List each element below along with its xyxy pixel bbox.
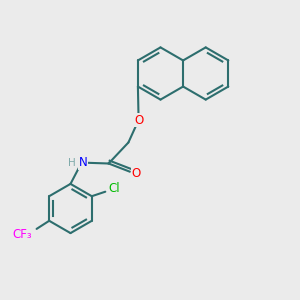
Text: Cl: Cl — [109, 182, 120, 195]
Text: O: O — [132, 167, 141, 180]
Text: O: O — [134, 113, 143, 127]
Text: CF₃: CF₃ — [12, 228, 32, 241]
Text: N: N — [78, 156, 87, 169]
Text: H: H — [68, 158, 76, 168]
